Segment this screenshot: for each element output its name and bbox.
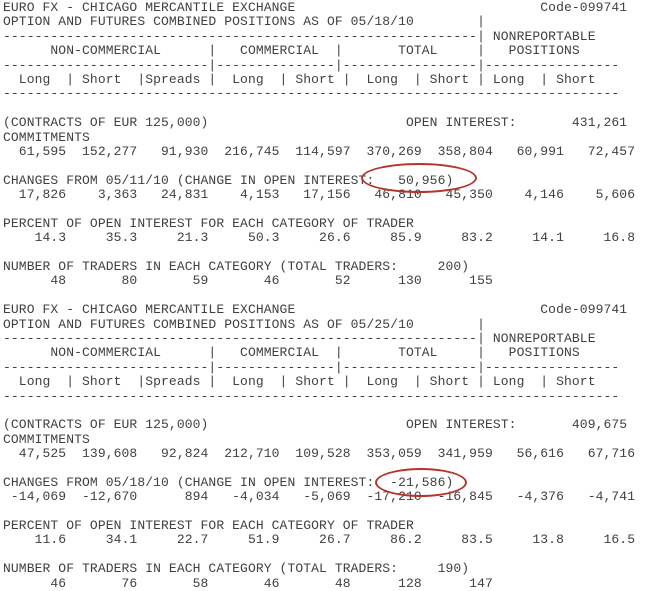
report-line: Long | Short |Spreads | Long | Short | L…	[3, 71, 596, 87]
report-line	[3, 159, 635, 173]
report-line: ----------------------------------------…	[3, 330, 596, 346]
report-line: 11.6 34.1 22.7 51.9 26.7 86.2 83.5 13.8 …	[3, 532, 636, 548]
report-line	[3, 289, 635, 303]
report-line: COMMITMENTS	[3, 431, 90, 447]
report-line: ----------------------------------------…	[3, 28, 596, 44]
report-line: NUMBER OF TRADERS IN EACH CATEGORY (TOTA…	[3, 259, 470, 275]
cot-report-text: EURO FX - CHICAGO MERCANTILE EXCHANGE Co…	[3, 0, 636, 591]
report-line: COMMITMENTS	[3, 129, 90, 145]
report-line	[3, 202, 635, 216]
report-line: CHANGES FROM 05/18/10 (CHANGE IN OPEN IN…	[3, 474, 454, 490]
report-line: ----------------------------------------…	[3, 86, 620, 102]
report-line: NUMBER OF TRADERS IN EACH CATEGORY (TOTA…	[3, 561, 470, 577]
report-line	[3, 246, 635, 260]
report-line	[3, 505, 635, 519]
report-line	[3, 462, 635, 476]
report-line: 46 76 58 46 48 128 147	[3, 575, 493, 591]
report-line: 61,595 152,277 91,930 216,745 114,597 37…	[3, 143, 636, 159]
report-line: -14,069 -12,670 894 -4,034 -5,069 -17,21…	[3, 489, 636, 505]
report-line: 17,826 3,363 24,831 4,153 17,156 46,810 …	[3, 187, 636, 203]
report-line: CHANGES FROM 05/11/10 (CHANGE IN OPEN IN…	[3, 172, 454, 188]
report-line	[3, 102, 635, 116]
report-line	[3, 548, 635, 562]
report-line: OPTION AND FUTURES COMBINED POSITIONS AS…	[3, 316, 485, 332]
report-line: PERCENT OF OPEN INTEREST FOR EACH CATEGO…	[3, 215, 414, 231]
report-line: NON-COMMERCIAL | COMMERCIAL | TOTAL | PO…	[3, 43, 580, 59]
report-line: Long | Short |Spreads | Long | Short | L…	[3, 374, 596, 390]
report-line: EURO FX - CHICAGO MERCANTILE EXCHANGE Co…	[3, 0, 628, 15]
report-line: OPTION AND FUTURES COMBINED POSITIONS AS…	[3, 14, 485, 30]
report-line	[3, 404, 635, 418]
report-line: NON-COMMERCIAL | COMMERCIAL | TOTAL | PO…	[3, 345, 580, 361]
report-line: (CONTRACTS OF EUR 125,000) OPEN INTEREST…	[3, 417, 628, 433]
report-line: PERCENT OF OPEN INTEREST FOR EACH CATEGO…	[3, 518, 414, 534]
report-line: 47,525 139,608 92,824 212,710 109,528 35…	[3, 446, 636, 462]
report-line: 48 80 59 46 52 130 155	[3, 273, 493, 289]
report-line: EURO FX - CHICAGO MERCANTILE EXCHANGE Co…	[3, 302, 628, 318]
report-line: --------------------------|-------------…	[3, 57, 620, 73]
report-line: (CONTRACTS OF EUR 125,000) OPEN INTEREST…	[3, 115, 628, 131]
report-line: ----------------------------------------…	[3, 388, 620, 404]
report-line: 14.3 35.3 21.3 50.3 26.6 85.9 83.2 14.1 …	[3, 230, 636, 246]
report-line: --------------------------|-------------…	[3, 359, 620, 375]
